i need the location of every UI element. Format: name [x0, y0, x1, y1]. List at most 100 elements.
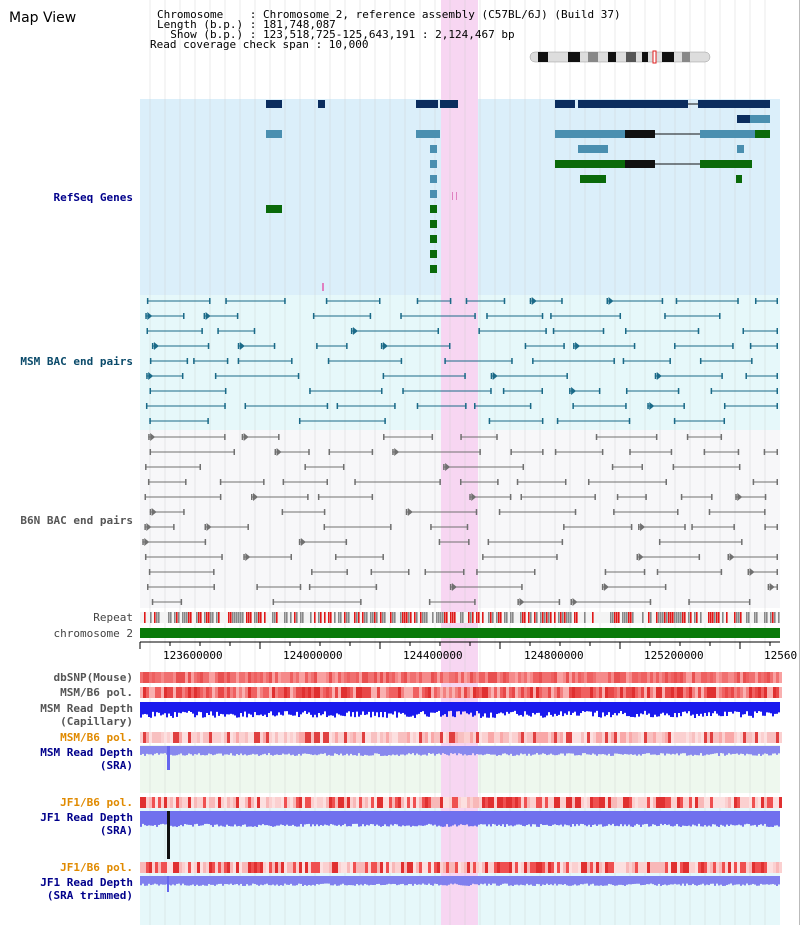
bac-end-mark [449, 584, 452, 590]
depth-bar [188, 746, 190, 754]
jf1-b6-pol-track-2[interactable] [140, 862, 782, 873]
selection-highlight[interactable] [441, 0, 478, 925]
depth-bar [182, 746, 184, 756]
msm-depth-capillary-label[interactable]: MSM Read Depth (Capillary) [40, 702, 133, 728]
msm-read-depth-sra-track[interactable] [140, 746, 780, 770]
heat-cell [629, 797, 632, 808]
depth-bar [488, 702, 490, 718]
heat-cell [167, 687, 170, 698]
depth-bar [182, 702, 184, 712]
heat-cell [449, 687, 452, 698]
depth-bar [614, 746, 616, 754]
msm-bac-track-label[interactable]: MSM BAC end pairs [20, 355, 133, 368]
heat-cell [542, 797, 545, 808]
depth-bar [658, 746, 660, 755]
depth-bar [284, 702, 286, 712]
depth-bar [202, 702, 204, 718]
msm-b6-pol-label-1[interactable]: MSM/B6 pol. [60, 686, 133, 699]
msm-depth-sra-label[interactable]: MSM Read Depth (SRA) [40, 746, 133, 772]
jf1-depth-trimmed-label[interactable]: JF1 Read Depth (SRA trimmed) [40, 876, 133, 902]
bac-end-mark [380, 343, 383, 349]
heat-cell [611, 672, 614, 683]
bac-end-arrow [531, 297, 537, 305]
depth-bar [472, 876, 474, 884]
bac-end-arrow [153, 342, 159, 350]
heat-cell [479, 672, 482, 683]
heat-cell [248, 672, 251, 683]
depth-bar [264, 746, 266, 754]
depth-bar [774, 746, 776, 754]
depth-bar [674, 811, 676, 826]
depth-bar [642, 702, 644, 715]
refseq-track-label[interactable]: RefSeq Genes [53, 191, 133, 204]
heat-cell [341, 862, 344, 873]
heat-cell [479, 687, 482, 698]
depth-bar [342, 811, 344, 826]
chromosome-ideogram[interactable] [529, 50, 711, 64]
msm-read-depth-capillary-track[interactable] [140, 702, 780, 718]
chromosome-track-label[interactable]: chromosome 2 [53, 627, 133, 640]
depth-bar [562, 876, 564, 885]
depth-bar [590, 876, 592, 885]
depth-bar [662, 811, 664, 826]
depth-bar [278, 746, 280, 756]
depth-bar [562, 811, 564, 827]
dbsnp-track-label[interactable]: dbSNP(Mouse) [53, 671, 133, 684]
depth-bar [370, 811, 372, 825]
depth-bar [502, 811, 504, 825]
heat-cell [773, 687, 776, 698]
repeat-mark [402, 612, 404, 623]
jf1-b6-pol-track-1[interactable] [140, 797, 782, 808]
msm-b6-pol-track-1[interactable] [140, 687, 782, 698]
heat-cell [281, 797, 284, 808]
repeat-track-label[interactable]: Repeat [93, 611, 133, 624]
repeat-mark [688, 612, 690, 623]
heat-cell [311, 797, 314, 808]
jf1-depth-sra-label[interactable]: JF1 Read Depth (SRA) [40, 811, 133, 837]
depth-bar [646, 811, 648, 824]
heat-cell [692, 797, 695, 808]
repeat-track[interactable] [140, 612, 780, 623]
gene-block [440, 100, 458, 108]
jf1-read-depth-trimmed-track[interactable] [140, 876, 780, 892]
depth-bar [440, 876, 442, 885]
depth-bar [698, 811, 700, 824]
depth-bar [636, 811, 638, 824]
bac-end-mark [221, 554, 223, 560]
b6n-bac-features[interactable] [142, 433, 778, 606]
repeat-mark [554, 612, 556, 623]
depth-bar [598, 746, 600, 755]
depth-bar [416, 746, 418, 754]
heat-cell [605, 797, 608, 808]
msm-b6-pol-label-2[interactable]: MSM/B6 pol. [60, 731, 133, 744]
dbsnp-track[interactable] [140, 672, 782, 683]
depth-bar [482, 702, 484, 717]
heat-cell [431, 672, 434, 683]
msm-b6-pol-track-2[interactable] [140, 732, 782, 743]
depth-bar [600, 702, 602, 718]
heat-cell [410, 732, 413, 743]
heat-cell [701, 862, 704, 873]
jf1-b6-pol-label-2[interactable]: JF1/B6 pol. [60, 861, 133, 874]
heat-cell [302, 672, 305, 683]
heat-cell [764, 732, 767, 743]
depth-bar [676, 746, 678, 754]
b6n-bac-track-label[interactable]: B6N BAC end pairs [20, 514, 133, 527]
msm-bac-features[interactable] [145, 297, 778, 424]
bac-end-mark [641, 464, 643, 470]
jf1-read-depth-sra-track[interactable] [140, 811, 780, 859]
depth-bar [224, 811, 226, 827]
repeat-mark [150, 612, 152, 623]
heat-cell [413, 797, 416, 808]
heat-cell [479, 732, 482, 743]
depth-bar [358, 746, 360, 754]
repeat-mark [436, 612, 438, 623]
depth-bar [290, 811, 292, 826]
depth-bar [358, 876, 360, 886]
refseq-gene-features[interactable] [266, 100, 770, 291]
chromosome-bar[interactable] [140, 628, 780, 638]
heat-cell [392, 687, 395, 698]
heat-cell [416, 732, 419, 743]
jf1-b6-pol-label-1[interactable]: JF1/B6 pol. [60, 796, 133, 809]
